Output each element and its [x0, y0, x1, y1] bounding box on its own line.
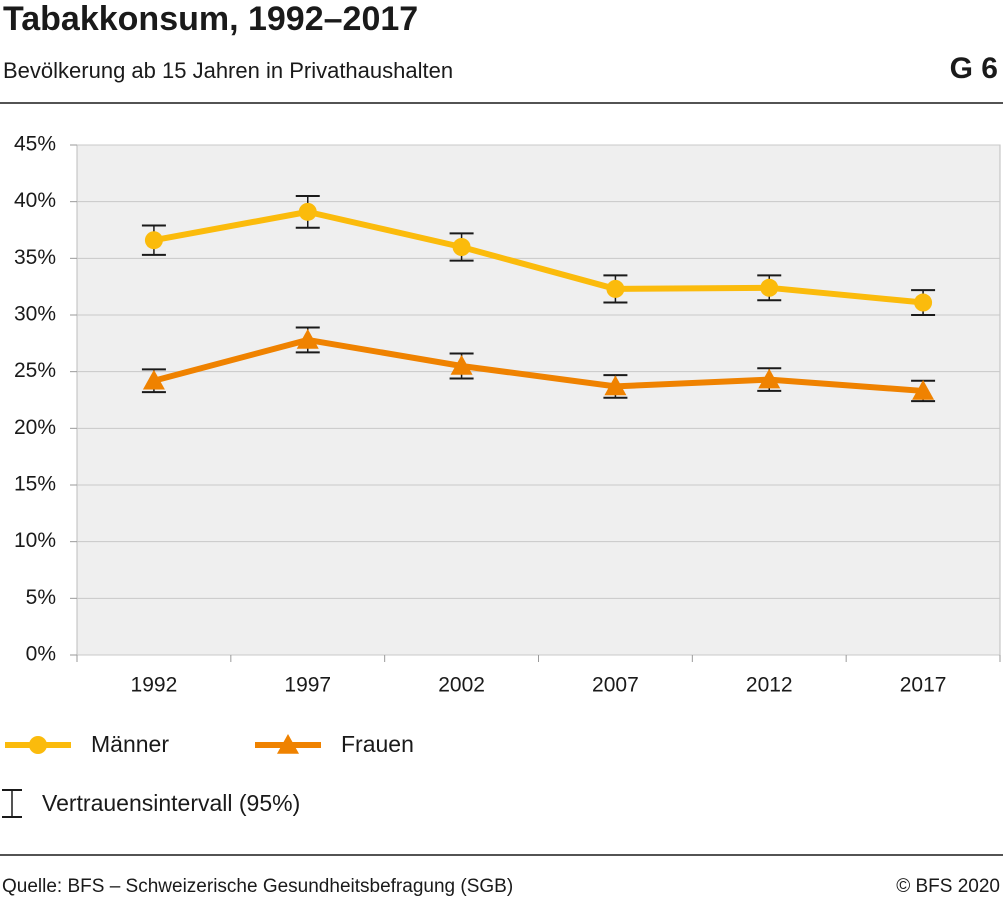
x-tick-label: 1997	[284, 674, 331, 697]
point	[760, 278, 779, 297]
y-tick-label: 40%	[14, 189, 56, 212]
legend-label: Frauen	[341, 731, 414, 757]
y-tick-label: 25%	[14, 359, 56, 382]
x-tick-label: 2017	[900, 674, 947, 697]
point	[296, 328, 319, 349]
point	[452, 238, 471, 256]
x-tick-label: 2007	[592, 674, 639, 697]
source: Quelle: BFS – Schweizerische Gesundheits…	[2, 876, 513, 897]
point	[450, 355, 473, 375]
point	[606, 279, 625, 298]
y-tick-label: 5%	[26, 586, 56, 609]
y-tick-label: 10%	[14, 529, 56, 552]
point	[914, 293, 933, 312]
copyright: © BFS 2020	[896, 876, 1000, 897]
point	[298, 202, 317, 221]
legend-marker	[277, 734, 299, 754]
y-tick-label: 35%	[14, 246, 56, 269]
legend-marker	[29, 736, 47, 754]
point	[142, 369, 165, 390]
figure-label: G 6	[950, 52, 998, 85]
point	[604, 375, 627, 396]
x-tick-label: 2012	[746, 674, 793, 697]
legend-label: Männer	[91, 731, 169, 757]
y-tick-label: 45%	[14, 133, 56, 156]
legend-label: Vertrauensintervall (95%)	[42, 790, 300, 816]
x-tick-label: 1992	[131, 674, 178, 697]
x-tick-label: 2002	[438, 674, 485, 697]
y-tick-label: 0%	[26, 643, 56, 666]
series-line	[153, 208, 924, 306]
y-tick-label: 30%	[14, 303, 56, 326]
chart-title: Tabakkonsum, 1992–2017	[3, 0, 418, 38]
point	[144, 231, 163, 250]
chart-subtitle: Bevölkerung ab 15 Jahren in Privathausha…	[3, 58, 453, 83]
y-tick-label: 15%	[14, 473, 56, 496]
point	[758, 368, 781, 389]
point	[912, 379, 935, 400]
series-line	[153, 336, 924, 394]
plot-area	[76, 144, 1001, 656]
y-tick-label: 20%	[14, 416, 56, 439]
